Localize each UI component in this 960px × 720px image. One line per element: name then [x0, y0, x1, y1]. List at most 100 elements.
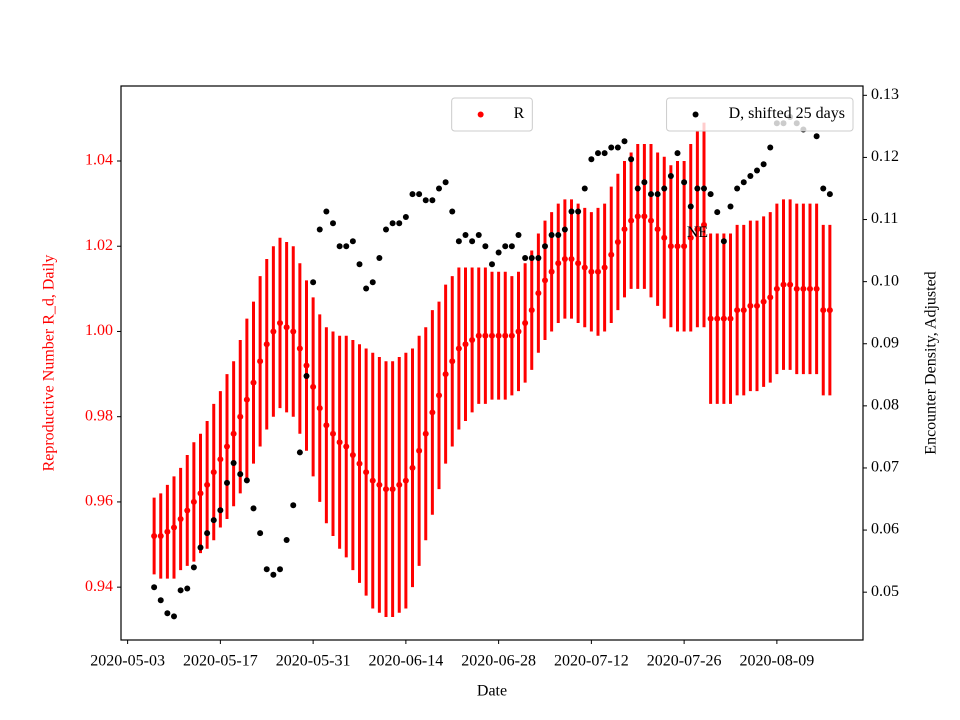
point [575, 260, 582, 267]
point [436, 185, 442, 192]
point [535, 290, 542, 297]
y-tick-label: 1.02 [85, 237, 113, 254]
point [714, 209, 721, 216]
point [409, 191, 416, 198]
point [561, 226, 568, 233]
point [694, 226, 701, 233]
point [250, 379, 257, 386]
point [316, 226, 323, 233]
point [595, 268, 601, 275]
x-tick-label: 2020-08-09 [740, 653, 815, 670]
point [330, 430, 336, 437]
point [402, 214, 409, 221]
point [720, 238, 727, 245]
point [224, 443, 230, 450]
y-tick-label: 1.00 [85, 322, 113, 339]
point [621, 226, 628, 233]
point [310, 383, 317, 390]
point [157, 533, 164, 540]
point [177, 587, 184, 594]
point [707, 315, 714, 322]
point [283, 324, 290, 331]
point [416, 447, 423, 454]
point [674, 150, 681, 157]
point [204, 481, 211, 488]
point [243, 477, 250, 484]
point [522, 255, 529, 262]
point [343, 243, 350, 250]
point [681, 243, 688, 250]
point [416, 191, 423, 198]
point [263, 341, 270, 348]
point [475, 232, 482, 239]
point [402, 477, 409, 484]
point [747, 173, 754, 180]
legend-marker [477, 111, 484, 118]
y2-tick-label: 0.09 [871, 334, 899, 351]
point [773, 285, 780, 292]
point [164, 610, 171, 617]
point [701, 185, 707, 192]
point [296, 345, 303, 352]
point [462, 341, 469, 348]
point [740, 307, 747, 314]
point [336, 439, 343, 446]
y-tick-label: 0.96 [85, 493, 113, 510]
point [760, 298, 767, 305]
point [661, 234, 668, 241]
point [482, 243, 489, 250]
point [502, 243, 509, 250]
point [641, 179, 648, 186]
point [171, 524, 177, 531]
point [667, 173, 674, 180]
point [555, 232, 562, 239]
point [230, 430, 237, 437]
legend: R [451, 97, 533, 132]
point [217, 456, 224, 463]
point [184, 585, 191, 592]
point [489, 332, 495, 339]
point [654, 191, 661, 198]
point [316, 405, 323, 412]
point [323, 422, 330, 429]
point [522, 319, 529, 326]
point [151, 584, 158, 591]
point [548, 268, 555, 275]
point [515, 232, 522, 239]
point [376, 481, 383, 488]
x-axis-label: Date [477, 683, 507, 700]
point [687, 203, 694, 210]
legend: D, shifted 25 days [666, 97, 854, 132]
legend-label: D, shifted 25 days [729, 105, 845, 122]
point [277, 319, 283, 326]
x-tick-label: 2020-07-12 [554, 653, 629, 670]
point [740, 179, 747, 186]
point [515, 328, 522, 335]
point [495, 332, 502, 339]
point [754, 302, 760, 309]
plot-frame [120, 85, 864, 641]
point [528, 255, 535, 262]
point [363, 285, 370, 292]
point [654, 226, 661, 233]
point [349, 238, 356, 245]
point [151, 533, 158, 540]
point [290, 328, 297, 335]
point [648, 217, 654, 224]
y2-tick-label: 0.12 [871, 148, 899, 165]
point [190, 498, 197, 505]
point [787, 281, 794, 288]
point [204, 530, 211, 537]
point [449, 358, 456, 365]
point [575, 208, 582, 215]
point [628, 217, 635, 224]
point [409, 464, 416, 471]
point [369, 279, 376, 286]
x-tick-label: 2020-05-03 [90, 653, 165, 670]
point [369, 477, 376, 484]
point [270, 571, 277, 578]
y2-tick-label: 0.08 [871, 397, 899, 414]
point [535, 255, 542, 262]
point [455, 238, 462, 245]
y-tick-label: 1.04 [85, 152, 113, 169]
